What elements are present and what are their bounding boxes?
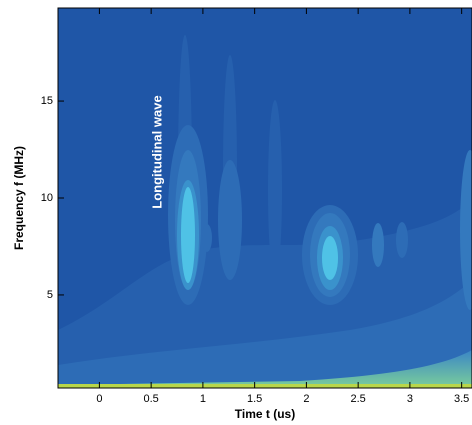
x-tick-label: 3.5 (454, 393, 469, 405)
contour-level (372, 223, 384, 267)
y-tick-label: 15 (41, 95, 53, 107)
contour-level (460, 150, 472, 310)
contour-level (218, 160, 242, 280)
contour-level (58, 384, 472, 388)
contour-level (396, 222, 408, 258)
contour-level (322, 236, 338, 280)
contour-field (58, 8, 472, 388)
contour-level (58, 280, 472, 388)
contour-level (202, 224, 212, 252)
y-tick-label: 5 (47, 289, 53, 301)
x-tick-label: 1 (200, 393, 206, 405)
x-tick-label: 3 (407, 393, 413, 405)
contour-level (58, 350, 472, 388)
y-axis-title: Frequency f (MHz) (12, 146, 26, 250)
x-tick-label: 2 (303, 393, 309, 405)
x-tick-label: 1.5 (247, 393, 262, 405)
annotation: Longitudinal wave (149, 95, 164, 208)
y-tick-label: 10 (41, 192, 53, 204)
contour-level (181, 187, 195, 283)
x-axis-title: Time t (us) (235, 407, 295, 421)
contour-level (268, 100, 282, 280)
x-tick-label: 0 (96, 393, 102, 405)
x-tick-label: 2.5 (351, 393, 366, 405)
x-tick-label: 0.5 (144, 393, 159, 405)
